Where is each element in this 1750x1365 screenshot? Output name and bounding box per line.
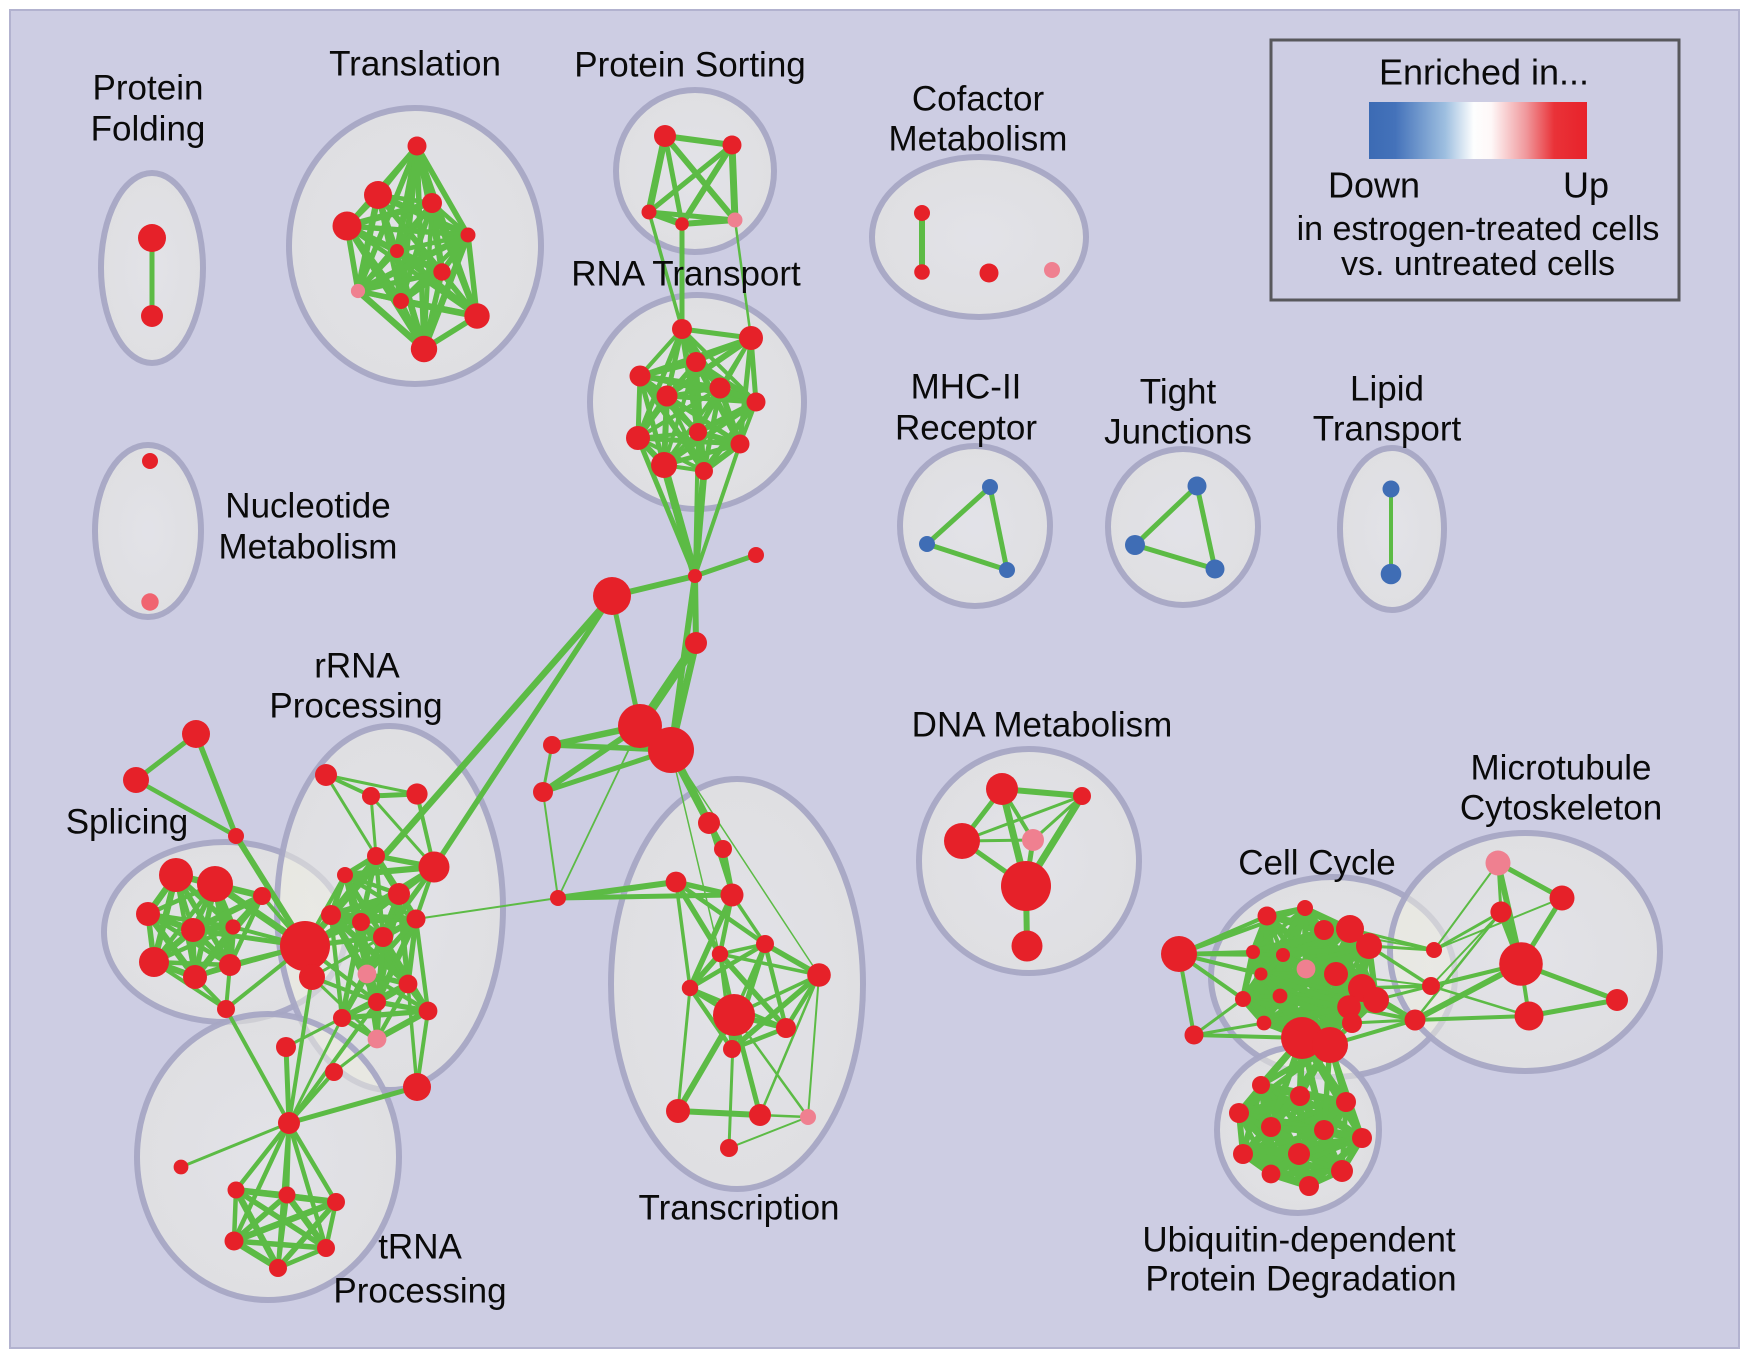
- svg-text:Protein Degradation: Protein Degradation: [1145, 1260, 1456, 1299]
- svg-text:Cofactor: Cofactor: [912, 80, 1045, 119]
- svg-text:Down: Down: [1328, 165, 1420, 206]
- svg-text:DNA Metabolism: DNA Metabolism: [912, 706, 1173, 745]
- svg-text:Metabolism: Metabolism: [889, 120, 1068, 159]
- svg-text:Splicing: Splicing: [66, 803, 189, 842]
- svg-text:Ubiquitin-dependent: Ubiquitin-dependent: [1142, 1221, 1456, 1260]
- svg-text:Nucleotide: Nucleotide: [225, 487, 390, 526]
- svg-text:Lipid: Lipid: [1350, 370, 1424, 409]
- svg-text:Receptor: Receptor: [895, 409, 1037, 448]
- svg-text:Cytoskeleton: Cytoskeleton: [1460, 789, 1662, 828]
- svg-text:rRNA: rRNA: [314, 647, 400, 686]
- svg-text:Microtubule: Microtubule: [1471, 749, 1652, 788]
- svg-text:Enriched in...: Enriched in...: [1379, 52, 1589, 93]
- svg-text:Cell Cycle: Cell Cycle: [1238, 844, 1396, 883]
- svg-text:Junctions: Junctions: [1104, 413, 1252, 452]
- svg-text:Protein Sorting: Protein Sorting: [574, 46, 806, 85]
- svg-text:Transport: Transport: [1313, 410, 1462, 449]
- svg-text:Transcription: Transcription: [639, 1189, 840, 1228]
- svg-text:tRNA: tRNA: [378, 1228, 462, 1267]
- svg-text:in estrogen-treated cells: in estrogen-treated cells: [1297, 210, 1660, 248]
- svg-text:Processing: Processing: [269, 687, 442, 726]
- svg-text:Folding: Folding: [91, 110, 206, 149]
- svg-text:MHC-II: MHC-II: [911, 368, 1022, 407]
- svg-text:Processing: Processing: [333, 1272, 506, 1311]
- svg-text:vs. untreated cells: vs. untreated cells: [1341, 245, 1615, 283]
- svg-text:Tight: Tight: [1140, 373, 1217, 412]
- svg-text:Translation: Translation: [329, 45, 501, 84]
- svg-text:Protein: Protein: [93, 69, 204, 108]
- svg-text:Metabolism: Metabolism: [219, 528, 398, 567]
- svg-text:Up: Up: [1563, 165, 1609, 206]
- svg-text:RNA Transport: RNA Transport: [571, 255, 801, 294]
